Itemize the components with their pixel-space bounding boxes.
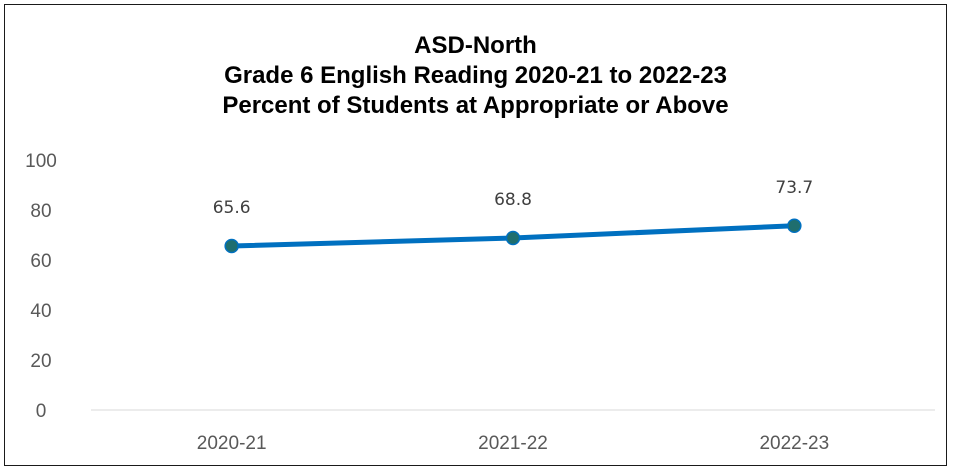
- data-point: [505, 230, 521, 246]
- line-chart: 0 20 40 60 80 100 2020-21 2021-22 2022-23 65.6 68.…: [25, 151, 935, 454]
- y-tick-label: 60: [30, 251, 51, 272]
- x-tick-label: 2022-23: [759, 433, 829, 454]
- chart-area: ASD-North Grade 6 English Reading 2020-2…: [4, 4, 947, 466]
- data-point: [224, 238, 239, 254]
- chart-subtitle-line-1: Grade 6 English Reading 2020-21 to 2022-…: [224, 62, 727, 89]
- y-tick-label: 0: [36, 401, 47, 422]
- data-point: [787, 218, 802, 233]
- data-label: 68.8: [494, 190, 532, 210]
- data-label: 73.7: [775, 178, 813, 198]
- chart-title: ASD-North: [414, 32, 537, 59]
- x-tick-label: 2020-21: [197, 433, 267, 454]
- y-tick-label: 80: [30, 201, 51, 222]
- y-tick-label: 40: [30, 301, 51, 322]
- x-tick-label: 2021-22: [478, 433, 548, 454]
- data-label: 65.6: [213, 198, 251, 218]
- y-tick-label: 20: [30, 351, 51, 372]
- y-tick-label: 100: [25, 151, 57, 172]
- chart-subtitle-line-2: Percent of Students at Appropriate or Ab…: [222, 92, 729, 119]
